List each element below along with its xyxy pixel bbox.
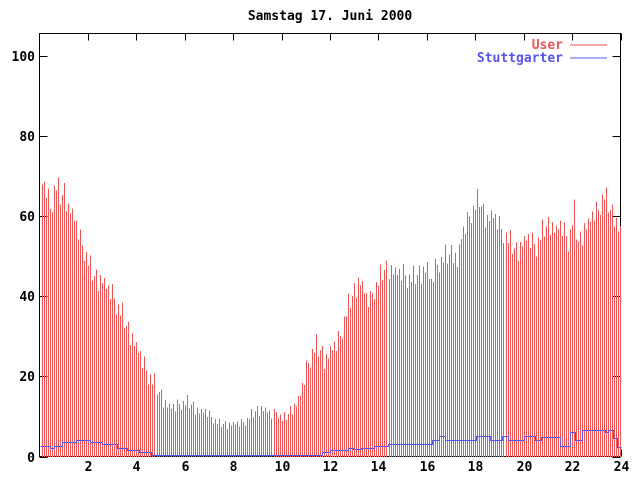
legend-stuttgarter-label: Stuttgarter [477,51,563,66]
legend: User Stuttgarter [477,38,607,66]
y-axis-label: 20 [19,370,35,385]
x-axis-label: 24 [614,460,630,475]
y-axis-label: 100 [12,50,36,65]
x-axis-label: 2 [85,460,93,475]
x-axis-label: 10 [275,460,291,475]
chart-title: Samstag 17. Juni 2000 [248,9,413,24]
stuttgarter-step-line [40,430,622,456]
user-impulses [42,177,621,457]
y-axis-label: 80 [19,130,35,145]
legend-user-label: User [532,38,563,53]
x-axis-label: 8 [230,460,238,475]
x-axis-label: 12 [323,460,339,475]
x-axis-label: 18 [468,460,484,475]
y-axis-label: 60 [19,210,35,225]
x-axis-label: 4 [133,460,141,475]
x-axis-label: 22 [565,460,581,475]
x-axis-label: 6 [182,460,190,475]
x-axis-label: 14 [371,460,387,475]
x-axis-label: 20 [517,460,533,475]
y-axis-label: 0 [27,451,35,466]
x-axis-label: 16 [420,460,436,475]
y-axis-label: 40 [19,290,35,305]
